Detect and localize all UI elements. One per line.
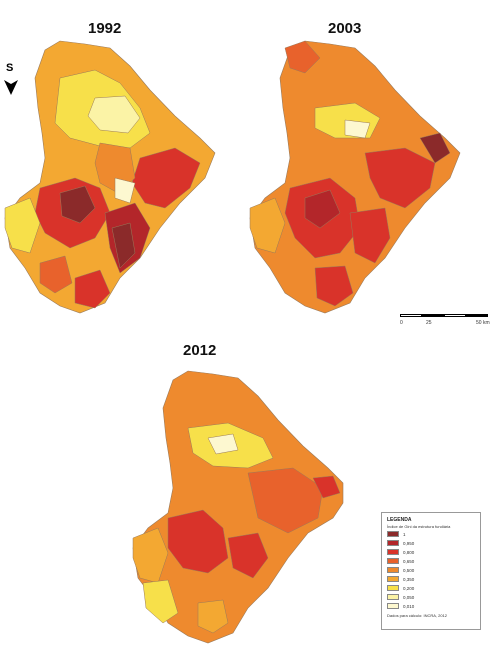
legend-row: 0,650 — [387, 557, 475, 565]
legend-value: 0,200 — [403, 585, 415, 591]
legend-value: 0,800 — [403, 549, 415, 555]
map-title-2012: 2012 — [183, 342, 217, 359]
legend-value: 0,350 — [403, 576, 415, 582]
legend-row: 0,500 — [387, 566, 475, 574]
legend-swatch — [387, 594, 399, 600]
legend-swatch — [387, 603, 399, 609]
north-arrow: S — [3, 62, 19, 96]
legend-rows: 1 0,950 0,800 0,650 0,500 0,350 0,200 0,… — [387, 530, 475, 610]
scale-label-0: 0 — [400, 320, 403, 326]
legend-value: 0,950 — [403, 540, 415, 546]
north-arrow-icon — [4, 80, 18, 95]
legend-subtitle: Índice de Gini da estrutura fundiária — [387, 524, 451, 529]
legend-row: 0,350 — [387, 575, 475, 583]
legend-swatch — [387, 540, 399, 546]
legend-swatch — [387, 585, 399, 591]
legend-swatch — [387, 567, 399, 573]
scale-label-50: 50 km — [476, 320, 490, 326]
legend-row: 0,950 — [387, 539, 475, 547]
legend-value: 0,650 — [403, 558, 415, 564]
legend-value: 1 — [403, 531, 406, 537]
legend-row: 0,010 — [387, 602, 475, 610]
scale-bar: 0 25 50 km — [400, 310, 490, 328]
legend-source: Dados para cálculo: INCRA, 2012 — [387, 613, 448, 618]
map-legend: LEGENDA Índice de Gini da estrutura fund… — [381, 512, 481, 630]
map-title-1992: 1992 — [88, 20, 122, 37]
map-2003 — [249, 40, 461, 314]
map-2012 — [132, 370, 344, 644]
legend-row: 0,200 — [387, 584, 475, 592]
legend-swatch — [387, 558, 399, 564]
legend-value: 0,500 — [403, 567, 415, 573]
scale-label-25: 25 — [426, 320, 432, 326]
legend-row: 0,050 — [387, 593, 475, 601]
north-arrow-label: S — [6, 62, 14, 74]
legend-title: LEGENDA — [387, 517, 412, 523]
legend-row: 1 — [387, 530, 475, 538]
legend-swatch — [387, 576, 399, 582]
legend-swatch — [387, 549, 399, 555]
legend-value: 0,010 — [403, 603, 415, 609]
legend-swatch — [387, 531, 399, 537]
legend-row: 0,800 — [387, 548, 475, 556]
map-1992 — [4, 40, 216, 314]
map-title-2003: 2003 — [328, 20, 362, 37]
legend-value: 0,050 — [403, 594, 415, 600]
